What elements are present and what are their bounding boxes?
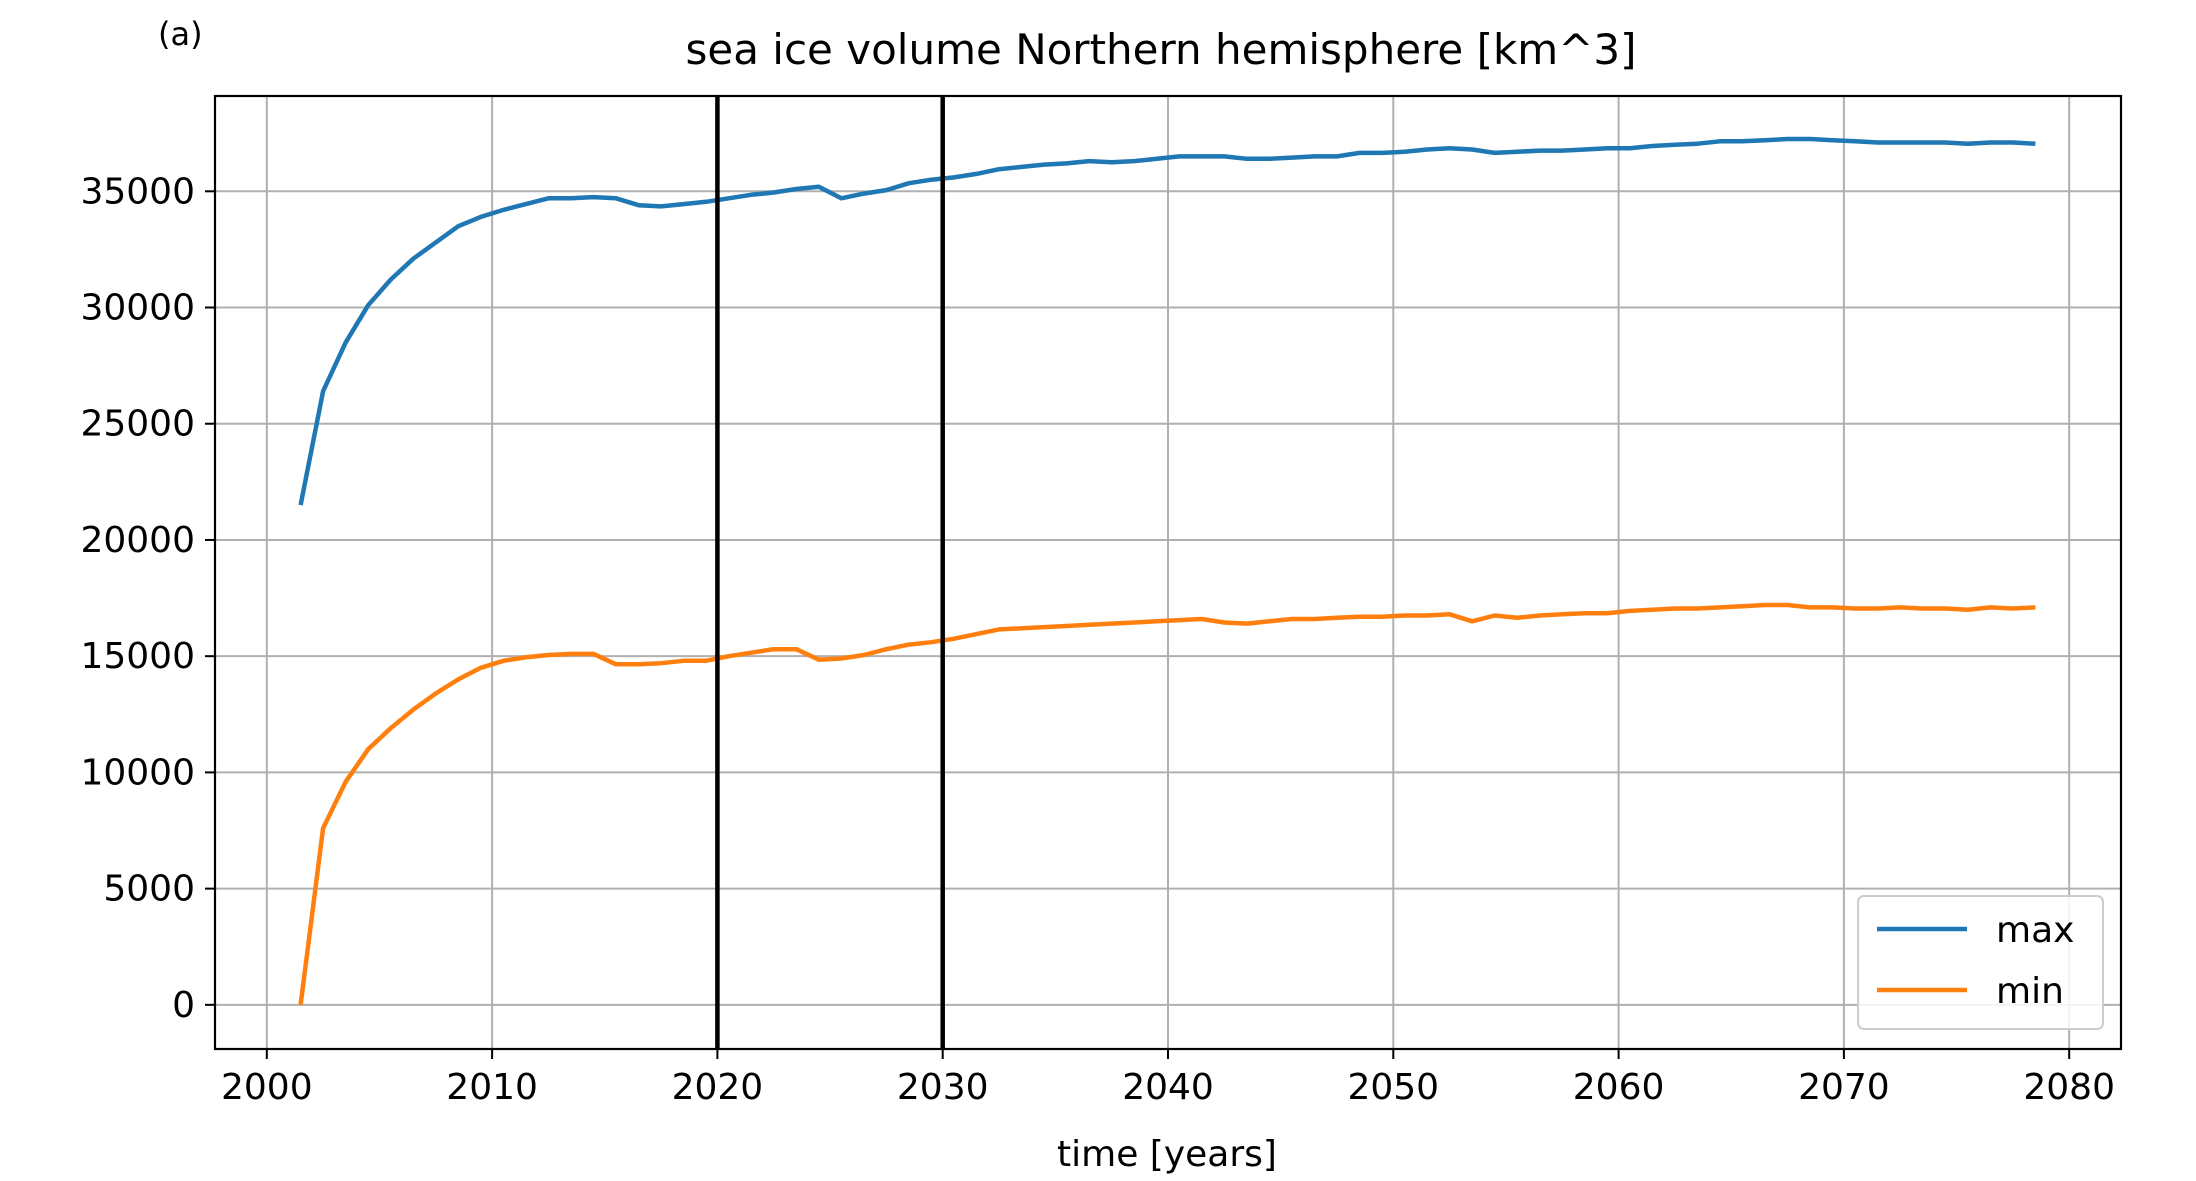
x-axis: 2000 2010 2020 2030 2040 2050 2060 2070 2080 (221, 1049, 2115, 1108)
x-axis-label: time [years] (1057, 1134, 1277, 1175)
y-tick-label: 25000 (80, 404, 195, 445)
x-tick-label: 2010 (446, 1067, 538, 1108)
y-tick-label: 5000 (103, 869, 195, 910)
legend-label-max: max (1996, 910, 2074, 951)
x-tick-label: 2020 (672, 1067, 764, 1108)
chart-title: sea ice volume Northern hemisphere [km^3… (685, 25, 1636, 74)
y-tick-label: 30000 (80, 288, 195, 329)
y-tick-label: 15000 (80, 636, 195, 677)
legend-label-min: min (1996, 971, 2064, 1012)
x-tick-label: 2080 (2023, 1067, 2115, 1108)
y-tick-label: 35000 (80, 171, 195, 212)
x-tick-label: 2070 (1798, 1067, 1890, 1108)
panel-label: (a) (158, 15, 203, 53)
x-tick-label: 2000 (221, 1067, 313, 1108)
x-tick-label: 2040 (1122, 1067, 1214, 1108)
gridlines (215, 96, 2121, 1049)
x-tick-label: 2060 (1573, 1067, 1665, 1108)
y-axis: 0 5000 10000 15000 20000 25000 30000 35000 (80, 171, 215, 1026)
legend: max min (1857, 895, 2104, 1030)
x-tick-label: 2050 (1347, 1067, 1439, 1108)
series-lines (298, 136, 2036, 1006)
series-line-min (298, 602, 2036, 1006)
series-line-max (298, 136, 2036, 506)
reference-lines (715, 96, 945, 1049)
y-tick-label: 0 (172, 985, 195, 1026)
y-tick-label: 20000 (80, 520, 195, 561)
y-tick-label: 10000 (80, 752, 195, 793)
x-tick-label: 2030 (897, 1067, 989, 1108)
